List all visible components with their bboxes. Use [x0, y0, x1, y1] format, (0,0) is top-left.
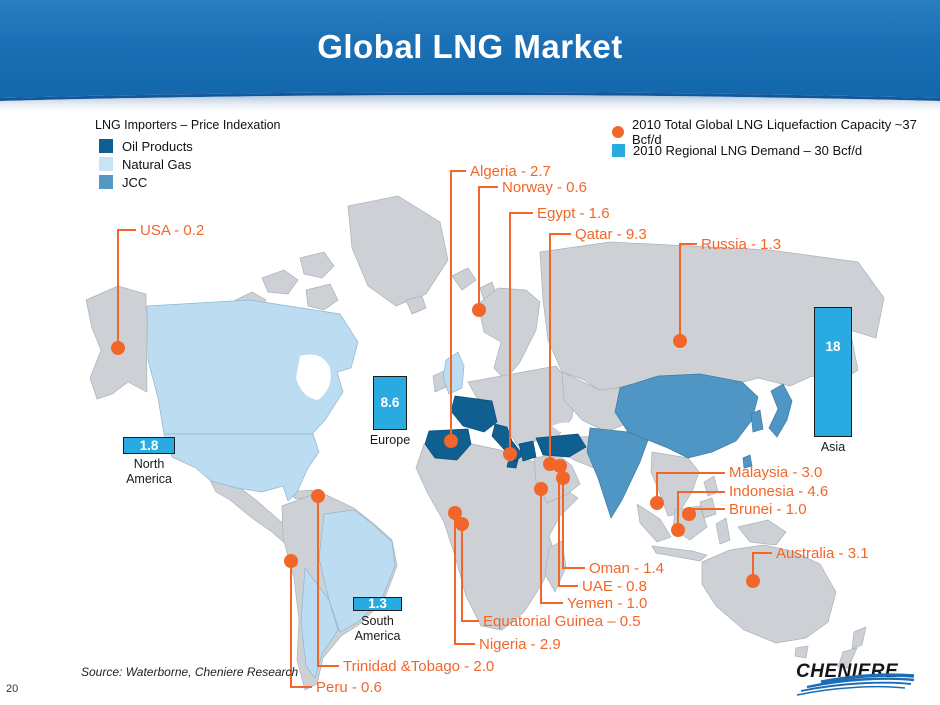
capacity-legend-item-square: 2010 Regional LNG Demand – 30 Bcf/d	[612, 141, 940, 160]
callout-label-equatorial-guinea-0-5: Equatorial Guinea – 0.5	[483, 613, 641, 630]
demand-value: 18	[825, 339, 841, 354]
circle-marker-icon	[612, 125, 624, 138]
region-ireland	[432, 370, 447, 393]
callout-label-algeria-2-7: Algeria - 2.7	[470, 163, 551, 180]
region-china	[614, 373, 759, 459]
callout-label-russia-1-3: Russia - 1.3	[701, 236, 782, 253]
legend-label: Oil Products	[122, 138, 193, 154]
page-title: Global LNG Market	[317, 28, 623, 65]
callout-label-qatar-9-3: Qatar - 9.3	[575, 226, 647, 243]
region-uk	[442, 351, 465, 395]
region-iceland	[405, 295, 427, 315]
region-usa	[163, 433, 320, 502]
capacity-legend-label: 2010 Total Global LNG Liquefaction Capac…	[632, 116, 917, 147]
bar-region-label-south-america: South America	[354, 614, 401, 643]
callout-label-malaysia-3-0: Malaysia - 3.0	[729, 464, 823, 481]
callout-label-norway-0-6: Norway - 0.6	[502, 179, 588, 196]
capacity-legend-item-circle: 2010 Total Global LNG Liquefaction Capac…	[612, 117, 940, 147]
legend-item-oil-products: Oil Products	[99, 137, 281, 155]
region-alaska	[85, 285, 148, 400]
hudson-bay	[296, 354, 331, 400]
callout-label-australia-3-1: Australia - 3.1	[776, 545, 869, 562]
legend-label: Natural Gas	[122, 156, 192, 172]
region-canada	[146, 299, 359, 435]
region-sulawesi	[715, 517, 731, 545]
region-taiwan	[742, 454, 753, 469]
demand-value: 8.6	[380, 395, 400, 411]
demand-value: 1.8	[139, 437, 159, 453]
region-japan	[768, 383, 793, 438]
demand-bar-north-america: 1.8	[123, 437, 175, 454]
callout-label-nigeria-2-9: Nigeria - 2.9	[479, 636, 561, 653]
demand-value: 1.3	[368, 596, 387, 612]
region-australia	[701, 544, 837, 644]
region-new-zealand	[837, 626, 867, 669]
importers-legend-items: Oil Products Natural Gas JCC	[95, 137, 281, 191]
region-philippines	[699, 475, 719, 519]
region-korea	[750, 409, 764, 433]
callout-label-oman-1-4: Oman - 1.4	[589, 560, 665, 577]
cheniere-logo: CHENIERE	[796, 661, 915, 696]
demand-bar-south-america: 1.3	[353, 597, 402, 611]
capacity-legend-label: 2010 Regional LNG Demand – 30 Bcf/d	[633, 143, 863, 158]
demand-bar-europe: 8.6	[373, 376, 407, 430]
header-curve	[0, 92, 940, 120]
region-india	[586, 427, 649, 519]
page-number: 20	[6, 683, 19, 695]
legend-swatch-jcc-icon	[99, 175, 113, 189]
callout-label-indonesia-4-6: Indonesia - 4.6	[729, 483, 829, 500]
callout-label-egypt-1-6: Egypt - 1.6	[537, 205, 610, 222]
callout-label-trinidad-tobago-2-0: Trinidad &Tobago - 2.0	[343, 658, 495, 675]
callout-label-peru-0-6: Peru - 0.6	[316, 679, 382, 696]
source-text: Source: Waterborne, Cheniere Research	[81, 665, 299, 679]
demand-bar-asia: 18	[814, 307, 852, 437]
callout-label-yemen-1-0: Yemen - 1.0	[567, 595, 648, 612]
bar-region-label-asia: Asia	[820, 440, 846, 454]
legend-item-jcc: JCC	[99, 173, 281, 191]
region-borneo	[672, 505, 708, 541]
legend-label: JCC	[122, 174, 148, 190]
callout-label-uae-0-8: UAE - 0.8	[582, 578, 648, 595]
region-sumatra	[636, 503, 672, 543]
region-france	[450, 395, 498, 433]
bar-region-label-europe: Europe	[369, 433, 411, 447]
legend-swatch-oil-products-icon	[99, 139, 113, 153]
region-indochina	[650, 451, 700, 517]
region-java	[651, 545, 708, 562]
callout-label-brunei-1-0: Brunei - 1.0	[729, 501, 807, 518]
legend-swatch-natural-gas-icon	[99, 157, 113, 171]
region-scandinavia	[477, 287, 541, 381]
bar-region-label-north-america: North America	[126, 457, 172, 486]
legend-item-natural-gas: Natural Gas	[99, 155, 281, 173]
callout-label-usa-0-2: USA - 0.2	[140, 222, 205, 239]
header-banner	[0, 0, 940, 98]
importers-legend: LNG Importers – Price Indexation Oil Pro…	[95, 118, 281, 191]
region-tasmania	[794, 645, 809, 659]
region-russia	[539, 241, 885, 393]
region-greenland	[347, 195, 449, 307]
square-marker-icon	[612, 144, 625, 157]
importers-legend-title: LNG Importers – Price Indexation	[95, 118, 281, 132]
region-new-guinea	[737, 519, 787, 546]
capacity-legend: 2010 Total Global LNG Liquefaction Capac…	[612, 117, 940, 160]
logo-swoosh	[796, 673, 915, 696]
